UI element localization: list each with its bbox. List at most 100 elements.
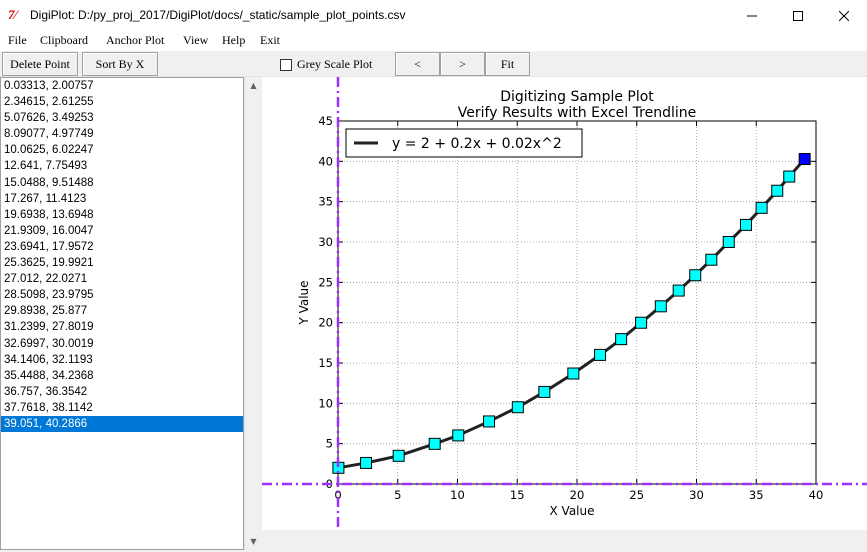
y-axis-label: Y Value xyxy=(297,280,311,325)
x-tick-label: 15 xyxy=(510,488,525,502)
data-point xyxy=(483,415,496,428)
list-item[interactable]: 32.6997, 30.0019 xyxy=(4,337,94,350)
data-point xyxy=(755,201,768,214)
data-point xyxy=(428,437,441,450)
legend-label: y = 2 + 0.2x + 0.02x^2 xyxy=(392,136,562,152)
grey-scale-label: Grey Scale Plot xyxy=(297,57,373,71)
y-tick-label: 40 xyxy=(318,154,333,168)
list-item[interactable]: 35.4488, 34.2368 xyxy=(4,369,94,382)
maximize-button[interactable] xyxy=(775,0,821,31)
next-button[interactable]: > xyxy=(440,52,485,76)
title-bar[interactable]: 7⁄ DigiPlot: D:/py_proj_2017/DigiPlot/do… xyxy=(0,0,867,31)
menu-help[interactable]: Help xyxy=(222,33,246,47)
menu-view[interactable]: View xyxy=(183,33,209,47)
list-item[interactable]: 39.051, 40.2866 xyxy=(1,415,243,433)
prev-button[interactable]: < xyxy=(395,52,440,76)
data-point xyxy=(392,449,405,462)
list-item[interactable]: 34.1406, 32.1193 xyxy=(4,353,93,366)
minimize-button[interactable] xyxy=(729,0,775,31)
series-line xyxy=(338,158,806,470)
window-title: DigiPlot: D:/py_proj_2017/DigiPlot/docs/… xyxy=(30,8,406,22)
fit-button[interactable]: Fit xyxy=(485,52,530,76)
data-point xyxy=(615,333,628,346)
toolbar: Delete Point Sort By X Grey Scale Plot <… xyxy=(0,51,867,77)
points-listbox[interactable]: 0.03313, 2.00757 2.34615, 2.61255 5.07626,… xyxy=(0,77,244,550)
x-tick-label: 25 xyxy=(629,488,644,502)
x-tick-label: 35 xyxy=(749,488,764,502)
tk-feather-icon: 7⁄ xyxy=(8,7,17,22)
data-point xyxy=(705,253,718,266)
x-tick-label: 20 xyxy=(570,488,585,502)
list-item[interactable]: 29.8938, 25.877 xyxy=(4,305,88,318)
data-point xyxy=(360,456,373,469)
data-point xyxy=(538,385,551,398)
maximize-icon xyxy=(793,10,803,21)
data-point xyxy=(567,367,580,380)
list-item[interactable]: 21.9309, 16.0047 xyxy=(4,224,94,237)
close-button[interactable] xyxy=(821,0,867,31)
chart-title: Digitizing Sample Plot xyxy=(500,89,654,105)
data-point xyxy=(689,269,702,282)
list-item[interactable]: 31.2399, 27.8019 xyxy=(4,321,94,334)
menu-exit[interactable]: Exit xyxy=(260,33,280,47)
list-item[interactable]: 27.012, 22.0271 xyxy=(4,273,88,286)
list-item[interactable]: 5.07626, 3.49253 xyxy=(4,112,94,125)
data-point xyxy=(594,348,607,361)
y-tick-label: 5 xyxy=(326,437,333,451)
data-point xyxy=(771,184,784,197)
plot-statusbar xyxy=(262,530,867,552)
menu-bar: File Clipboard Anchor Plot View Help Exi… xyxy=(0,31,867,51)
delete-point-button[interactable]: Delete Point xyxy=(2,52,78,76)
y-tick-label: 25 xyxy=(318,275,333,289)
data-point xyxy=(739,218,752,231)
menu-clipboard[interactable]: Clipboard xyxy=(40,33,88,47)
y-tick-label: 45 xyxy=(318,114,333,128)
data-point xyxy=(672,284,685,297)
list-item[interactable]: 23.6941, 17.9572 xyxy=(4,240,94,253)
y-tick-label: 15 xyxy=(318,356,333,370)
menu-file[interactable]: File xyxy=(8,33,27,47)
list-item[interactable]: 36.757, 36.3542 xyxy=(4,385,88,398)
x-tick-label: 0 xyxy=(334,488,341,502)
list-scrollbar[interactable]: ▲ ▼ xyxy=(244,77,261,550)
close-icon xyxy=(839,10,849,21)
data-point xyxy=(798,153,811,166)
plot-canvas[interactable]: Digitizing Sample Plot Verify Results wit… xyxy=(262,77,867,552)
list-item[interactable]: 8.09077, 4.97749 xyxy=(4,128,94,141)
legend-box xyxy=(345,128,583,158)
data-point xyxy=(722,235,735,248)
list-item[interactable]: 2.34615, 2.61255 xyxy=(4,96,94,109)
y-tick-label: 20 xyxy=(318,316,333,330)
list-item[interactable]: 19.6938, 13.6948 xyxy=(4,208,94,221)
chart-subtitle: Verify Results with Excel Trendline xyxy=(458,105,696,121)
data-point xyxy=(783,170,796,183)
y-tick-label: 35 xyxy=(318,195,333,209)
data-point xyxy=(654,300,667,313)
list-item[interactable]: 28.5098, 23.9795 xyxy=(4,289,94,302)
y-tick-label: 30 xyxy=(318,235,333,249)
list-item[interactable]: 15.0488, 9.51488 xyxy=(4,176,94,189)
y-tick-label: 10 xyxy=(318,396,333,410)
data-point xyxy=(511,401,524,414)
list-item[interactable]: 10.0625, 6.02247 xyxy=(4,144,94,157)
x-tick-label: 10 xyxy=(450,488,465,502)
list-item[interactable]: 25.3625, 19.9921 xyxy=(4,257,94,270)
list-item[interactable]: 17.267, 11.4123 xyxy=(4,192,87,205)
list-item[interactable]: 37.7618, 38.1142 xyxy=(4,401,93,414)
x-tick-label: 30 xyxy=(689,488,704,502)
checkbox-box[interactable] xyxy=(280,58,292,71)
scroll-down-arrow-icon[interactable]: ▼ xyxy=(250,537,257,546)
minimize-icon xyxy=(747,15,757,16)
menu-anchor-plot[interactable]: Anchor Plot xyxy=(106,33,165,47)
x-axis-label: X Value xyxy=(550,504,595,518)
list-item[interactable]: 12.641, 7.75493 xyxy=(4,160,88,173)
sort-by-x-button[interactable]: Sort By X xyxy=(82,52,158,76)
x-tick-label: 40 xyxy=(809,488,824,502)
scroll-up-arrow-icon[interactable]: ▲ xyxy=(250,81,257,90)
list-item[interactable]: 0.03313, 2.00757 xyxy=(4,80,94,92)
data-point xyxy=(635,316,648,329)
data-point xyxy=(452,429,465,442)
grey-scale-checkbox[interactable]: Grey Scale Plot xyxy=(280,57,372,72)
